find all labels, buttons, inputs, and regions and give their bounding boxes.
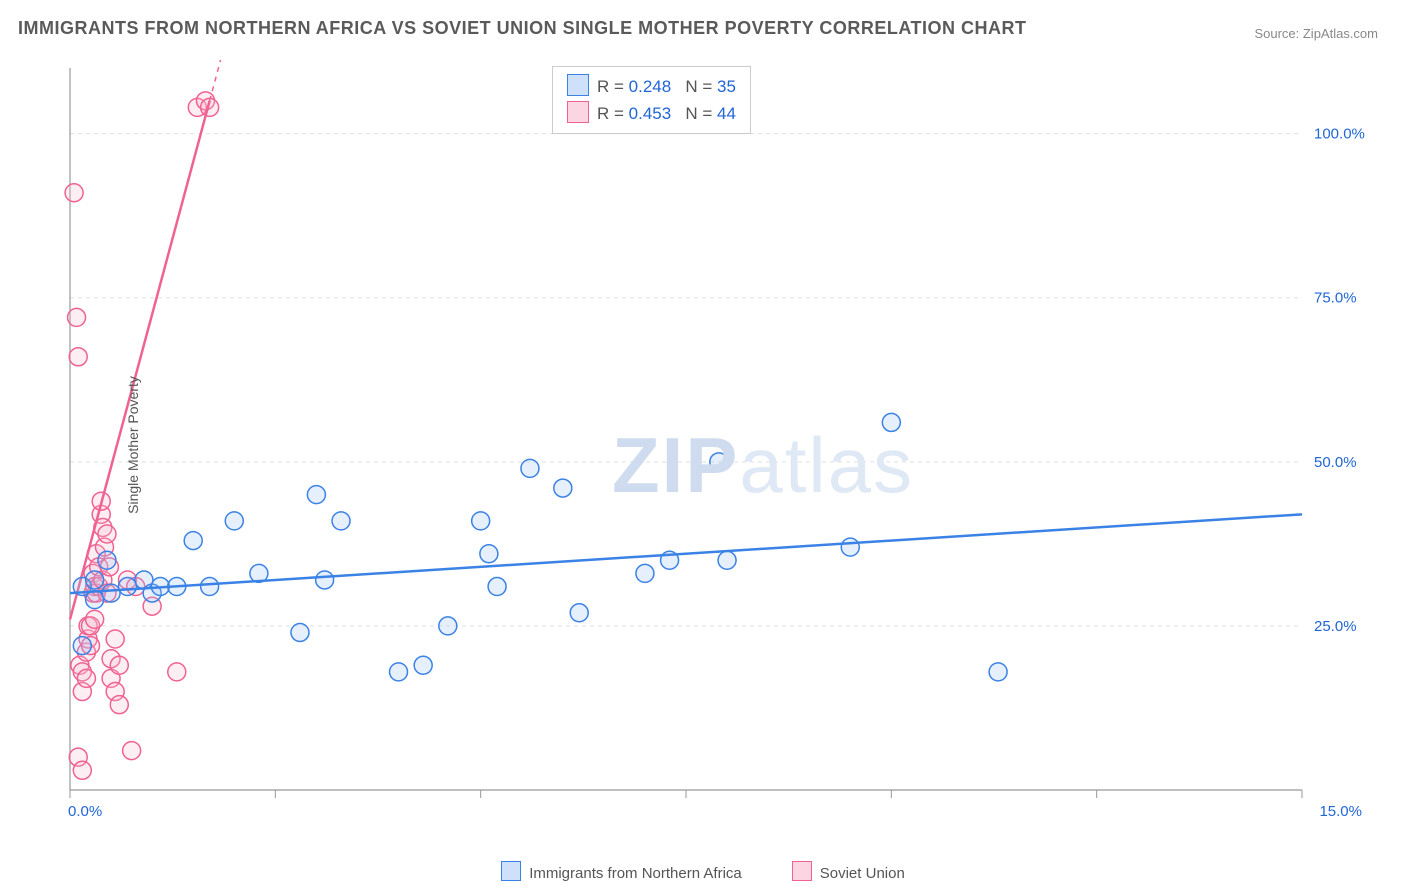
scatter-point xyxy=(73,761,91,779)
corr-row: R = 0.248 N = 35 xyxy=(567,73,736,100)
scatter-point xyxy=(106,630,124,648)
chart-plot-area: Single Mother Poverty 25.0% 50.0% 75.0% 100… xyxy=(52,60,1382,830)
legend-swatch xyxy=(501,861,521,881)
scatter-point xyxy=(98,551,116,569)
y-axis-label: Single Mother Poverty xyxy=(125,376,141,514)
scatter-point xyxy=(201,578,219,596)
scatter-point xyxy=(77,669,95,687)
y-tick-label: 100.0% xyxy=(1314,126,1365,143)
scatter-point xyxy=(882,413,900,431)
scatter-point xyxy=(291,623,309,641)
scatter-point xyxy=(316,571,334,589)
legend-item: Soviet Union xyxy=(792,861,905,882)
scatter-point xyxy=(110,696,128,714)
scatter-point xyxy=(73,637,91,655)
scatter-point xyxy=(390,663,408,681)
chart-title: IMMIGRANTS FROM NORTHERN AFRICA VS SOVIE… xyxy=(18,18,1027,39)
bottom-legend: Immigrants from Northern Africa Soviet Un… xyxy=(0,861,1406,882)
correlation-box: R = 0.248 N = 35R = 0.453 N = 44 xyxy=(552,66,751,134)
legend-swatch xyxy=(792,861,812,881)
scatter-point xyxy=(521,459,539,477)
scatter-chart: 25.0% 50.0% 75.0% 100.0% 0.0% 15.0% xyxy=(52,60,1382,830)
corr-r-label: R = xyxy=(597,104,629,123)
trend-line xyxy=(70,514,1302,593)
corr-n-value: 35 xyxy=(717,77,736,96)
scatter-point xyxy=(86,591,104,609)
scatter-point xyxy=(570,604,588,622)
corr-swatch xyxy=(567,101,589,123)
scatter-point xyxy=(307,486,325,504)
source-prefix: Source: xyxy=(1254,26,1302,41)
corr-r-value: 0.453 xyxy=(629,104,672,123)
corr-n-value: 44 xyxy=(717,104,736,123)
y-tick-label: 50.0% xyxy=(1314,454,1357,471)
scatter-point xyxy=(480,545,498,563)
scatter-point xyxy=(102,584,120,602)
corr-n-label: N = xyxy=(685,77,717,96)
legend-label: Immigrants from Northern Africa xyxy=(529,865,742,882)
y-tick-label: 75.0% xyxy=(1314,290,1357,307)
corr-n-label: N = xyxy=(685,104,717,123)
legend-label: Soviet Union xyxy=(820,865,905,882)
scatter-point xyxy=(65,184,83,202)
corr-r-label: R = xyxy=(597,77,629,96)
scatter-point xyxy=(841,538,859,556)
corr-swatch xyxy=(567,74,589,96)
corr-row: R = 0.453 N = 44 xyxy=(567,100,736,127)
scatter-point xyxy=(989,663,1007,681)
scatter-point xyxy=(184,532,202,550)
scatter-point xyxy=(414,656,432,674)
scatter-point xyxy=(710,453,728,471)
scatter-point xyxy=(86,571,104,589)
scatter-point xyxy=(332,512,350,530)
corr-r-value: 0.248 xyxy=(629,77,672,96)
source-name: ZipAtlas.com xyxy=(1303,26,1378,41)
scatter-point xyxy=(718,551,736,569)
scatter-point xyxy=(110,656,128,674)
legend-item: Immigrants from Northern Africa xyxy=(501,861,742,882)
scatter-point xyxy=(69,348,87,366)
y-tick-label: 25.0% xyxy=(1314,618,1357,635)
scatter-point xyxy=(168,663,186,681)
scatter-point xyxy=(118,578,136,596)
x-tick-label: 0.0% xyxy=(68,803,102,820)
scatter-point xyxy=(488,578,506,596)
scatter-point xyxy=(636,564,654,582)
scatter-point xyxy=(439,617,457,635)
source-label: Source: ZipAtlas.com xyxy=(1254,26,1378,41)
scatter-point xyxy=(86,610,104,628)
x-tick-label: 15.0% xyxy=(1319,803,1362,820)
scatter-point xyxy=(98,525,116,543)
scatter-point xyxy=(554,479,572,497)
scatter-point xyxy=(123,742,141,760)
scatter-point xyxy=(68,308,86,326)
scatter-point xyxy=(472,512,490,530)
scatter-point xyxy=(225,512,243,530)
